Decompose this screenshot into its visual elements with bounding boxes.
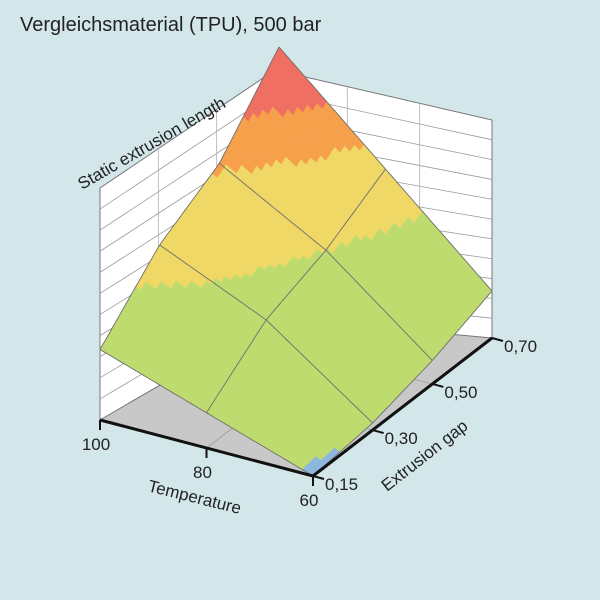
chart-title: Vergleichsmaterial (TPU), 500 bar <box>20 14 322 36</box>
x-tick-label: 80 <box>193 463 212 482</box>
surface-mesh-line <box>206 168 386 414</box>
surface-patches <box>99 46 493 477</box>
y-tick <box>491 337 504 342</box>
surface-mesh-line <box>219 163 433 361</box>
y-tick-label: 0,30 <box>385 429 418 448</box>
y-tick-label: 0,15 <box>325 475 358 494</box>
x-tick-label: 100 <box>82 435 110 454</box>
y-tick <box>432 382 444 388</box>
y-axis-label: Extrusion gap <box>378 416 472 495</box>
surface-mesh-line <box>99 349 314 477</box>
axis-ticks: 100 80 60 0,15 0,30 0,50 0,70 <box>82 337 537 510</box>
surface-mesh-line <box>159 244 373 424</box>
surface-mesh-line <box>99 46 280 350</box>
surface-mesh-line <box>312 290 493 477</box>
surface-mesh-line <box>278 46 493 292</box>
x-tick-label: 60 <box>300 491 319 510</box>
y-tick-label: 0,50 <box>444 383 477 402</box>
surface-mesh-lines <box>99 46 493 477</box>
y-axis-line <box>312 336 493 478</box>
y-tick <box>372 429 384 435</box>
x-axis-label: Temperature <box>146 476 243 518</box>
y-tick-label: 0,70 <box>504 337 537 356</box>
y-tick <box>312 475 325 480</box>
